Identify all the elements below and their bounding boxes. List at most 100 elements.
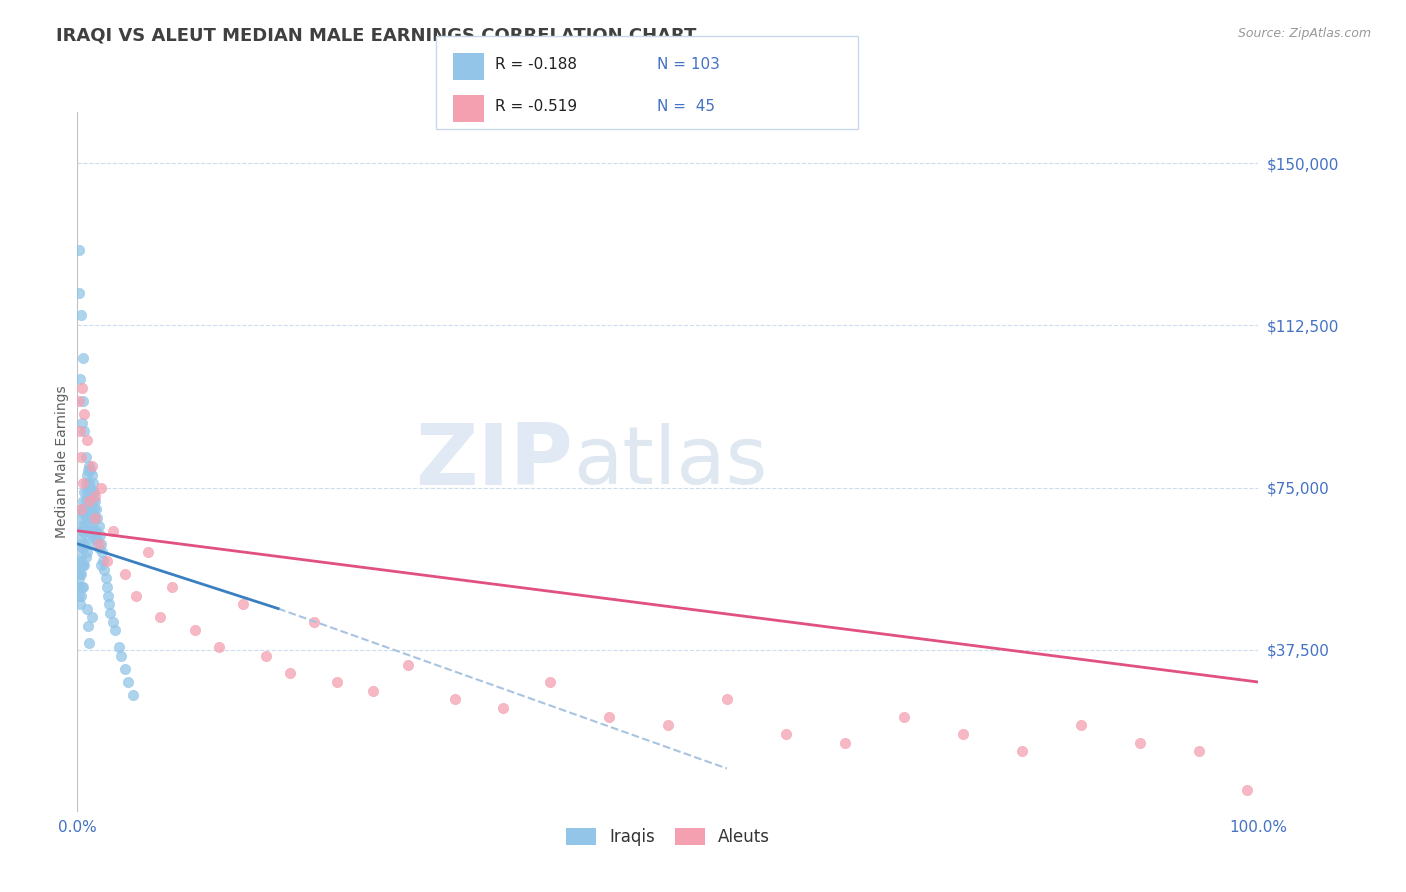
Text: atlas: atlas (574, 423, 768, 500)
Point (70, 558, 93, 573)
Point (77, 636, 100, 650)
Point (80, 507, 103, 521)
Point (69, 425, 91, 439)
Point (87, 519, 110, 533)
Point (73, 558, 96, 573)
Point (136, 545, 159, 559)
Text: Source: ZipAtlas.com: Source: ZipAtlas.com (1237, 27, 1371, 40)
Point (834, 735, 856, 749)
Point (72, 524, 94, 538)
Point (96, 580, 118, 594)
Point (101, 615, 124, 629)
Text: R = -0.188: R = -0.188 (495, 57, 576, 72)
Point (84, 493, 107, 508)
Point (70, 381, 93, 395)
Point (73, 407, 96, 421)
Point (149, 610, 172, 624)
Point (77, 493, 100, 508)
Point (73, 484, 96, 499)
Point (70, 580, 93, 594)
Point (79, 502, 101, 516)
Point (110, 649, 132, 664)
Point (93, 563, 115, 577)
Point (80, 528, 103, 542)
Point (76, 545, 98, 559)
Point (76, 433, 98, 447)
Point (70, 566, 93, 581)
Point (83, 484, 105, 499)
Point (77, 458, 100, 473)
Point (302, 615, 325, 629)
Point (75, 528, 97, 542)
Point (75, 549, 97, 564)
Point (232, 597, 254, 611)
Point (67, 571, 90, 585)
Point (80, 467, 103, 482)
Point (114, 662, 136, 676)
Point (94, 571, 117, 585)
Point (79, 481, 101, 495)
Point (72, 580, 94, 594)
Point (91, 554, 114, 568)
Point (775, 727, 797, 741)
Point (72, 351, 94, 365)
Point (82, 476, 104, 491)
Point (114, 566, 136, 581)
Point (90, 537, 112, 551)
Point (1236, 783, 1258, 797)
Point (444, 692, 467, 706)
Point (77, 619, 100, 633)
Point (67, 563, 90, 577)
Point (70, 519, 93, 533)
Point (952, 727, 974, 741)
Point (69, 537, 91, 551)
Point (69, 597, 91, 611)
Point (77, 481, 100, 495)
Point (254, 649, 277, 664)
Point (72, 476, 94, 491)
Point (91, 545, 114, 559)
Point (76, 524, 98, 538)
Point (84, 502, 107, 516)
Point (1011, 744, 1033, 758)
Point (278, 666, 301, 681)
Point (716, 692, 738, 706)
Point (80, 458, 103, 473)
Point (69, 554, 91, 568)
Point (396, 657, 419, 672)
Point (87, 537, 110, 551)
Point (72, 507, 94, 521)
Point (107, 640, 129, 655)
Point (79, 524, 101, 538)
Point (77, 493, 100, 508)
Text: N =  45: N = 45 (657, 99, 714, 114)
Point (72, 558, 94, 573)
Text: ZIP: ZIP (416, 420, 574, 503)
Point (69, 566, 91, 581)
Point (100, 606, 122, 620)
Point (77, 537, 100, 551)
Point (75, 476, 97, 491)
Point (538, 675, 561, 690)
Point (84, 510, 107, 524)
Point (76, 484, 98, 499)
Point (1188, 744, 1211, 758)
Point (67, 589, 90, 603)
Point (90, 481, 112, 495)
Point (73, 519, 96, 533)
Point (86, 510, 108, 524)
Point (82, 493, 104, 508)
Point (1129, 735, 1152, 749)
Point (77, 524, 100, 538)
Point (75, 450, 97, 465)
Point (1070, 718, 1092, 732)
Point (98, 597, 121, 611)
Point (70, 308, 93, 322)
Point (70, 524, 93, 538)
Point (67, 286, 90, 301)
Y-axis label: Median Male Earnings: Median Male Earnings (55, 385, 69, 538)
Point (89, 528, 111, 542)
Point (67, 580, 90, 594)
Point (77, 476, 100, 491)
Point (97, 589, 120, 603)
